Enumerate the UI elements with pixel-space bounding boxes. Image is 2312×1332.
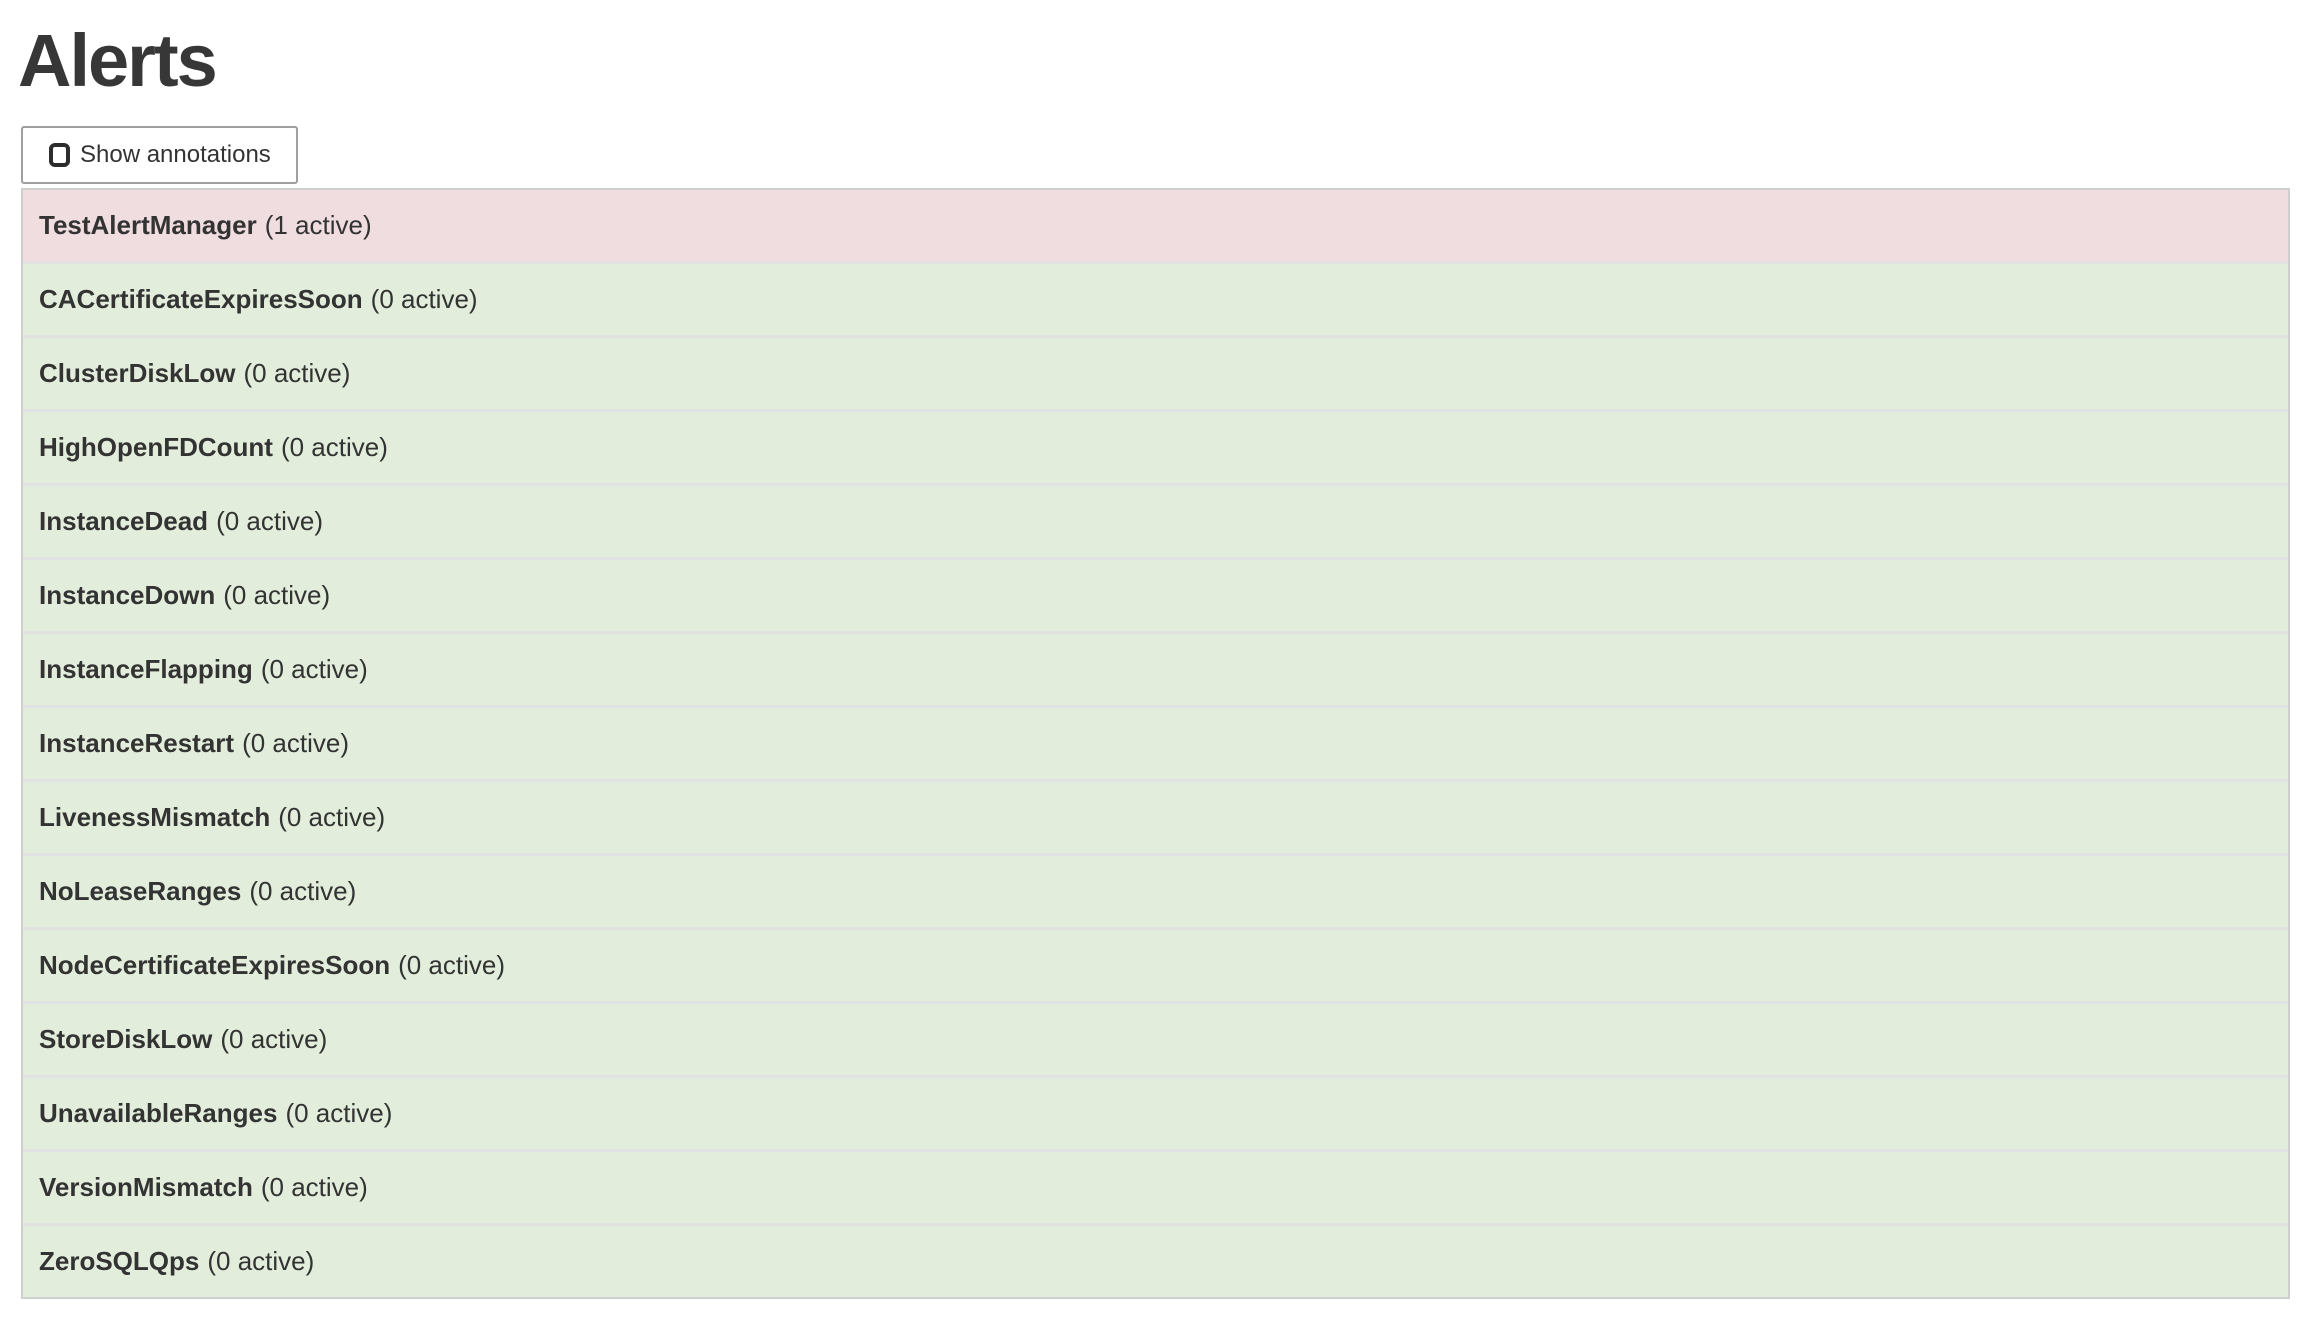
alert-rule-row[interactable]: LivenessMismatch (0 active)	[23, 782, 2288, 857]
alert-rule-name: HighOpenFDCount	[39, 432, 273, 463]
alert-rule-row[interactable]: NodeCertificateExpiresSoon (0 active)	[23, 930, 2288, 1005]
checkbox-unchecked-icon	[49, 143, 70, 168]
alert-active-count: (0 active)	[242, 728, 349, 759]
alert-rule-name: CACertificateExpiresSoon	[39, 284, 363, 315]
alert-rule-row[interactable]: InstanceDown (0 active)	[23, 560, 2288, 635]
alert-active-count: (0 active)	[260, 654, 368, 685]
alert-rule-row[interactable]: VersionMismatch (0 active)	[23, 1152, 2288, 1227]
alert-rule-row[interactable]: ZeroSQLQps (0 active)	[23, 1226, 2288, 1298]
alert-active-count: (0 active)	[398, 950, 506, 981]
alert-active-count: (0 active)	[207, 1246, 315, 1277]
alert-active-count: (0 active)	[243, 358, 351, 389]
alert-rule-row[interactable]: InstanceDead (0 active)	[23, 486, 2288, 561]
alert-rule-row[interactable]: UnavailableRanges (0 active)	[23, 1078, 2288, 1153]
alert-active-count: (0 active)	[220, 1024, 328, 1055]
alert-rule-row[interactable]: TestAlertManager (1 active)	[23, 190, 2288, 265]
alert-rule-name: InstanceRestart	[39, 728, 235, 759]
alert-list: TestAlertManager (1 active) CACertificat…	[21, 188, 2290, 1300]
alert-rule-row[interactable]: ClusterDiskLow (0 active)	[23, 338, 2288, 413]
alert-rule-name: NodeCertificateExpiresSoon	[39, 950, 391, 981]
alert-rule-name: LivenessMismatch	[39, 802, 271, 833]
alert-rule-name: ClusterDiskLow	[39, 358, 236, 389]
alert-rule-name: VersionMismatch	[39, 1172, 253, 1203]
alert-active-count: (0 active)	[223, 580, 331, 611]
alert-active-count: (0 active)	[249, 876, 357, 907]
alert-rule-name: InstanceDead	[39, 506, 209, 537]
alert-rule-name: StoreDiskLow	[39, 1024, 213, 1055]
alert-active-count: (1 active)	[264, 210, 372, 241]
show-annotations-label: Show annotations	[80, 141, 271, 169]
alert-rule-row[interactable]: HighOpenFDCount (0 active)	[23, 412, 2288, 487]
alert-rule-name: TestAlertManager	[39, 210, 257, 241]
show-annotations-button[interactable]: Show annotations	[21, 126, 298, 185]
alert-rule-row[interactable]: InstanceRestart (0 active)	[23, 708, 2288, 783]
alert-rule-name: InstanceDown	[39, 580, 216, 611]
alert-active-count: (0 active)	[216, 506, 323, 537]
alert-rule-name: InstanceFlapping	[39, 654, 253, 685]
alert-rule-name: NoLeaseRanges	[39, 876, 242, 907]
alert-active-count: (0 active)	[285, 1098, 393, 1129]
alert-active-count: (0 active)	[278, 802, 386, 833]
alert-active-count: (0 active)	[260, 1172, 368, 1203]
alert-rule-name: UnavailableRanges	[39, 1098, 278, 1129]
alert-rule-row[interactable]: NoLeaseRanges (0 active)	[23, 856, 2288, 931]
alert-active-count: (0 active)	[370, 284, 478, 315]
alert-rule-row[interactable]: InstanceFlapping (0 active)	[23, 634, 2288, 709]
page-title: Alerts	[18, 19, 218, 102]
alert-rule-row[interactable]: StoreDiskLow (0 active)	[23, 1004, 2288, 1079]
alert-rule-row[interactable]: CACertificateExpiresSoon (0 active)	[23, 264, 2288, 339]
alert-active-count: (0 active)	[280, 432, 388, 463]
alert-rule-name: ZeroSQLQps	[39, 1246, 200, 1277]
